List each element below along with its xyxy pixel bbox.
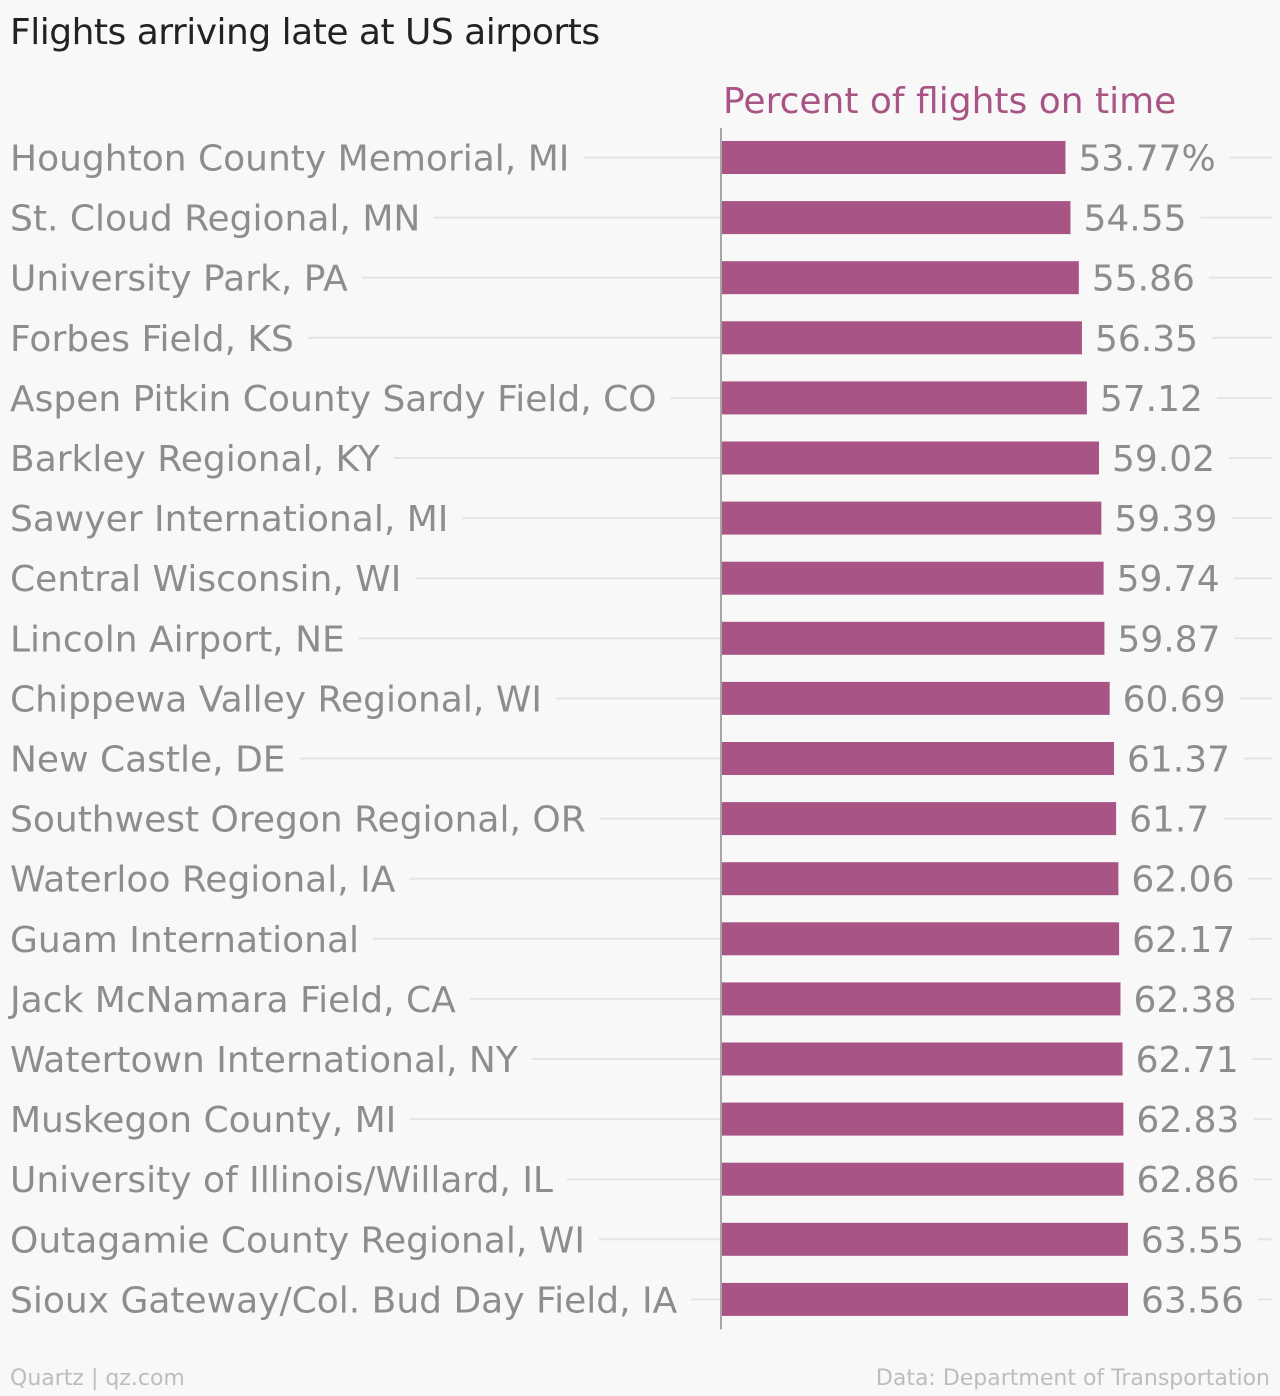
value-label: 59.87 xyxy=(1117,619,1220,660)
value-label: 62.06 xyxy=(1131,860,1234,901)
bar xyxy=(722,141,1066,174)
category-label: Houghton County Memorial, MI xyxy=(10,139,569,180)
bar xyxy=(722,1042,1123,1076)
category-label: Barkley Regional, KY xyxy=(10,439,381,480)
bar xyxy=(722,922,1120,956)
bar xyxy=(722,982,1121,1016)
bar xyxy=(722,261,1079,295)
value-label: 60.69 xyxy=(1123,679,1226,720)
category-label: Southwest Oregon Regional, OR xyxy=(10,800,586,841)
category-label: Watertown International, NY xyxy=(10,1040,519,1081)
value-label: 62.83 xyxy=(1136,1100,1239,1141)
category-label: University Park, PA xyxy=(10,259,348,300)
category-label: Sioux Gateway/Col. Bud Day Field, IA xyxy=(10,1280,678,1321)
column-header: Percent of flights on time xyxy=(723,81,1176,122)
category-label: Muskegon County, MI xyxy=(10,1100,396,1141)
bar xyxy=(722,1222,1128,1256)
gridlines xyxy=(299,156,1272,1301)
category-label: New Castle, DE xyxy=(10,740,286,781)
category-label: Chippewa Valley Regional, WI xyxy=(10,679,542,720)
category-label: St. Cloud Regional, MN xyxy=(10,199,420,240)
category-label: Central Wisconsin, WI xyxy=(10,559,401,600)
bar xyxy=(722,561,1104,595)
bar xyxy=(722,1102,1124,1136)
value-label: 57.12 xyxy=(1100,379,1203,420)
bars xyxy=(722,141,1128,1316)
category-labels: Houghton County Memorial, MI St. Cloud Re… xyxy=(8,139,678,1322)
category-label: Outagamie County Regional, WI xyxy=(10,1220,585,1261)
value-label: 53.77% xyxy=(1078,139,1215,180)
value-labels: 53.77% 54.55 55.86 56.35 57.12 59.02 59.39 59.7… xyxy=(1078,139,1244,1322)
value-label: 61.7 xyxy=(1129,800,1209,841)
bar xyxy=(722,501,1102,535)
value-label: 63.55 xyxy=(1141,1220,1244,1261)
category-label: Waterloo Regional, IA xyxy=(10,860,396,901)
category-label: Aspen Pitkin County Sardy Field, CO xyxy=(10,379,657,420)
value-label: 63.56 xyxy=(1141,1280,1244,1321)
value-label: 59.02 xyxy=(1112,439,1215,480)
category-label: Forbes Field, KS xyxy=(10,319,294,360)
bar xyxy=(722,621,1105,655)
value-label: 62.38 xyxy=(1133,980,1236,1021)
chart-title: Flights arriving late at US airports xyxy=(10,12,600,53)
category-label: Jack McNamara Field, CA xyxy=(8,980,456,1021)
bar xyxy=(722,441,1099,475)
value-label: 56.35 xyxy=(1095,319,1198,360)
footer-source-right: Data: Department of Transportation xyxy=(875,1366,1270,1391)
bar xyxy=(722,321,1082,355)
value-label: 54.55 xyxy=(1083,199,1186,240)
value-label: 59.74 xyxy=(1117,559,1220,600)
category-label: Lincoln Airport, NE xyxy=(10,619,345,660)
category-label: Guam International xyxy=(10,920,359,961)
footer-source-left: Quartz | qz.com xyxy=(10,1366,185,1391)
bar xyxy=(722,862,1119,896)
bar xyxy=(722,381,1087,415)
bar xyxy=(722,201,1071,235)
value-label: 59.39 xyxy=(1114,499,1217,540)
bar xyxy=(722,1282,1128,1316)
bar xyxy=(722,742,1115,775)
bar xyxy=(722,802,1117,836)
value-label: 62.17 xyxy=(1132,920,1235,961)
category-label: Sawyer International, MI xyxy=(10,499,448,540)
value-label: 62.86 xyxy=(1137,1160,1240,1201)
value-label: 55.86 xyxy=(1092,259,1195,300)
bar xyxy=(722,1162,1124,1196)
value-label: 62.71 xyxy=(1136,1040,1239,1081)
category-label: University of Illinois/Willard, IL xyxy=(10,1160,553,1201)
value-label: 61.37 xyxy=(1127,740,1230,781)
bar xyxy=(722,681,1110,715)
